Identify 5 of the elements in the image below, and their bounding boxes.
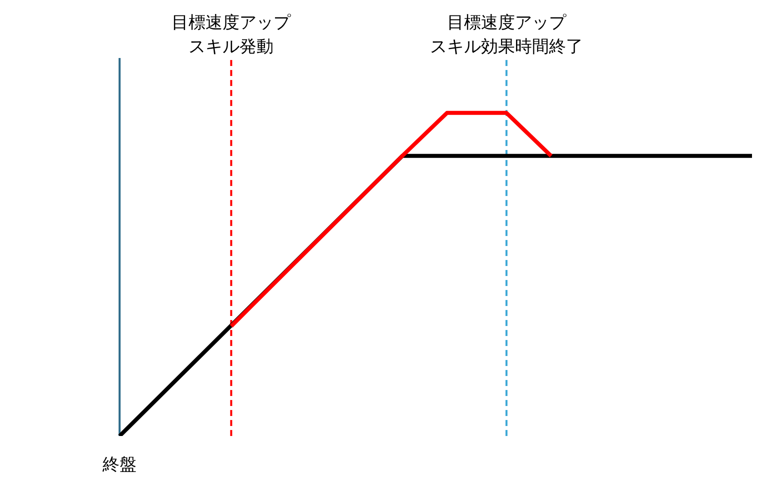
text: スキル発動 [188, 37, 274, 57]
text: スキル効果時間終了 [430, 37, 583, 57]
text: 目標速度アップ [446, 13, 567, 33]
text: 終盤 [102, 455, 137, 475]
text: 目標速度アップ [172, 13, 292, 33]
